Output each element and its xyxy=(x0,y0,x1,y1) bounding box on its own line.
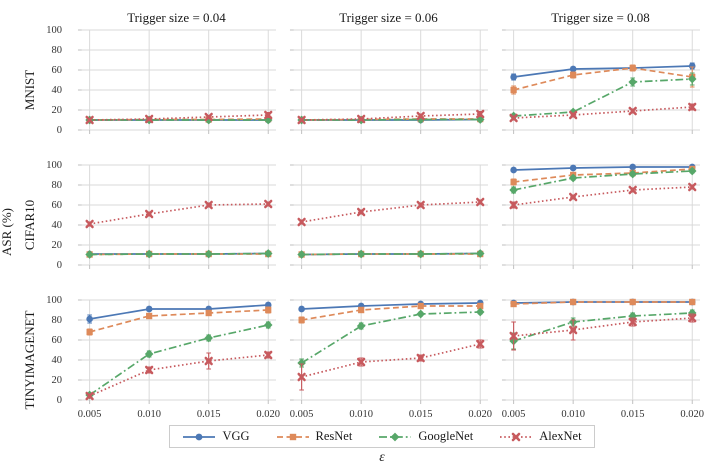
vgg-line-marker-icon xyxy=(183,433,216,440)
y-tick-labels: 0 20 40 60 80 100 xyxy=(36,294,63,408)
y-tick-labels: 0 20 40 60 80 100 xyxy=(36,159,63,273)
googlenet-line-marker-icon xyxy=(379,432,412,441)
spacer xyxy=(77,138,276,161)
y-tick-label: 60 xyxy=(51,64,63,76)
row-gutter-tinyimagenet: TINYIMAGENET 0 20 40 60 80 100 xyxy=(0,294,64,410)
spacer xyxy=(0,273,64,296)
x-tick-label: 0.010 xyxy=(137,409,161,420)
y-tick-label: 80 xyxy=(51,179,63,191)
y-tick-label: 80 xyxy=(51,314,63,326)
subplot-tinyimagenet-0.04 xyxy=(77,299,276,404)
subplot-tinyimagenet-0.06 xyxy=(289,299,488,404)
legend: VGG ResNet GoogleNet AlexNet xyxy=(64,425,700,448)
col-title-2: Trigger size = 0.08 xyxy=(551,10,650,25)
x-tick-label: 0.020 xyxy=(468,409,493,420)
y-tick-label: 100 xyxy=(46,159,62,171)
x-tick-label: 0.015 xyxy=(408,409,433,420)
x-tick-label: 0.015 xyxy=(620,409,645,420)
legend-item-vgg: VGG xyxy=(182,429,250,444)
legend-box: VGG ResNet GoogleNet AlexNet xyxy=(169,425,595,448)
y-tick-labels: 0 20 40 60 80 100 xyxy=(36,24,63,138)
alexnet-line-marker-icon xyxy=(500,432,533,441)
y-tick-label: 60 xyxy=(51,199,63,211)
subplot-grid: Trigger size = 0.04 Trigger size = 0.06 … xyxy=(0,6,704,426)
spacer xyxy=(501,273,700,296)
row-gutter-mnist: MNIST 0 20 40 60 80 100 xyxy=(0,24,64,138)
col-title-0: Trigger size = 0.04 xyxy=(127,10,226,25)
x-axis-label: ε xyxy=(379,450,385,465)
legend-label-googlenet: GoogleNet xyxy=(418,429,474,443)
x-tick-label: 0.010 xyxy=(349,409,373,420)
y-tick-label: 0 xyxy=(56,394,62,406)
y-tick-label: 40 xyxy=(51,219,63,231)
subplot-mnist-0.08 xyxy=(501,29,700,134)
x-tick-labels-col1: 0.005 0.010 0.015 0.020 xyxy=(289,408,492,424)
y-tick-label: 100 xyxy=(46,294,62,306)
subplot-mnist-0.04 xyxy=(77,29,276,134)
x-tick-labels-col0: 0.005 0.010 0.015 0.020 xyxy=(77,408,280,424)
x-tick-label: 0.005 xyxy=(77,409,102,420)
spacer xyxy=(77,273,276,296)
y-tick-label: 20 xyxy=(51,239,63,251)
spacer xyxy=(289,273,488,296)
legend-label-resnet: ResNet xyxy=(315,429,353,443)
y-tick-label: 40 xyxy=(51,354,63,366)
legend-label-vgg: VGG xyxy=(222,429,250,443)
y-tick-label: 20 xyxy=(51,374,63,386)
x-tick-label: 0.020 xyxy=(680,409,705,420)
y-tick-label: 0 xyxy=(56,259,62,271)
y-tick-label: 0 xyxy=(56,124,62,136)
legend-item-resnet: ResNet xyxy=(276,429,353,444)
subplot-tinyimagenet-0.08 xyxy=(501,298,700,404)
subplot-cifar10-0.08 xyxy=(501,163,700,269)
x-tick-label: 0.005 xyxy=(289,409,314,420)
subplot-cifar10-0.06 xyxy=(289,164,488,269)
spacer xyxy=(501,138,700,161)
spacer xyxy=(0,6,64,26)
resnet-line-marker-icon xyxy=(276,433,309,440)
legend-item-alexnet: AlexNet xyxy=(499,429,582,444)
row-gutter-cifar10: CIFAR10 0 20 40 60 80 100 xyxy=(0,159,64,273)
y-tick-label: 40 xyxy=(51,84,63,96)
col-title-1: Trigger size = 0.06 xyxy=(339,10,438,25)
x-tick-label: 0.005 xyxy=(501,409,526,420)
x-tick-label: 0.015 xyxy=(196,409,221,420)
y-tick-label: 100 xyxy=(46,24,62,36)
y-tick-label: 20 xyxy=(51,104,63,116)
legend-label-alexnet: AlexNet xyxy=(539,429,582,443)
subplot-cifar10-0.04 xyxy=(77,164,276,269)
y-tick-label: 80 xyxy=(51,44,63,56)
x-tick-label: 0.020 xyxy=(256,409,281,420)
spacer xyxy=(0,138,64,161)
x-tick-labels-col2: 0.005 0.010 0.015 0.020 xyxy=(501,408,704,424)
subplot-mnist-0.06 xyxy=(289,29,488,134)
legend-item-googlenet: GoogleNet xyxy=(378,429,473,444)
spacer xyxy=(289,138,488,161)
y-tick-label: 60 xyxy=(51,334,63,346)
x-tick-label: 0.010 xyxy=(561,409,585,420)
